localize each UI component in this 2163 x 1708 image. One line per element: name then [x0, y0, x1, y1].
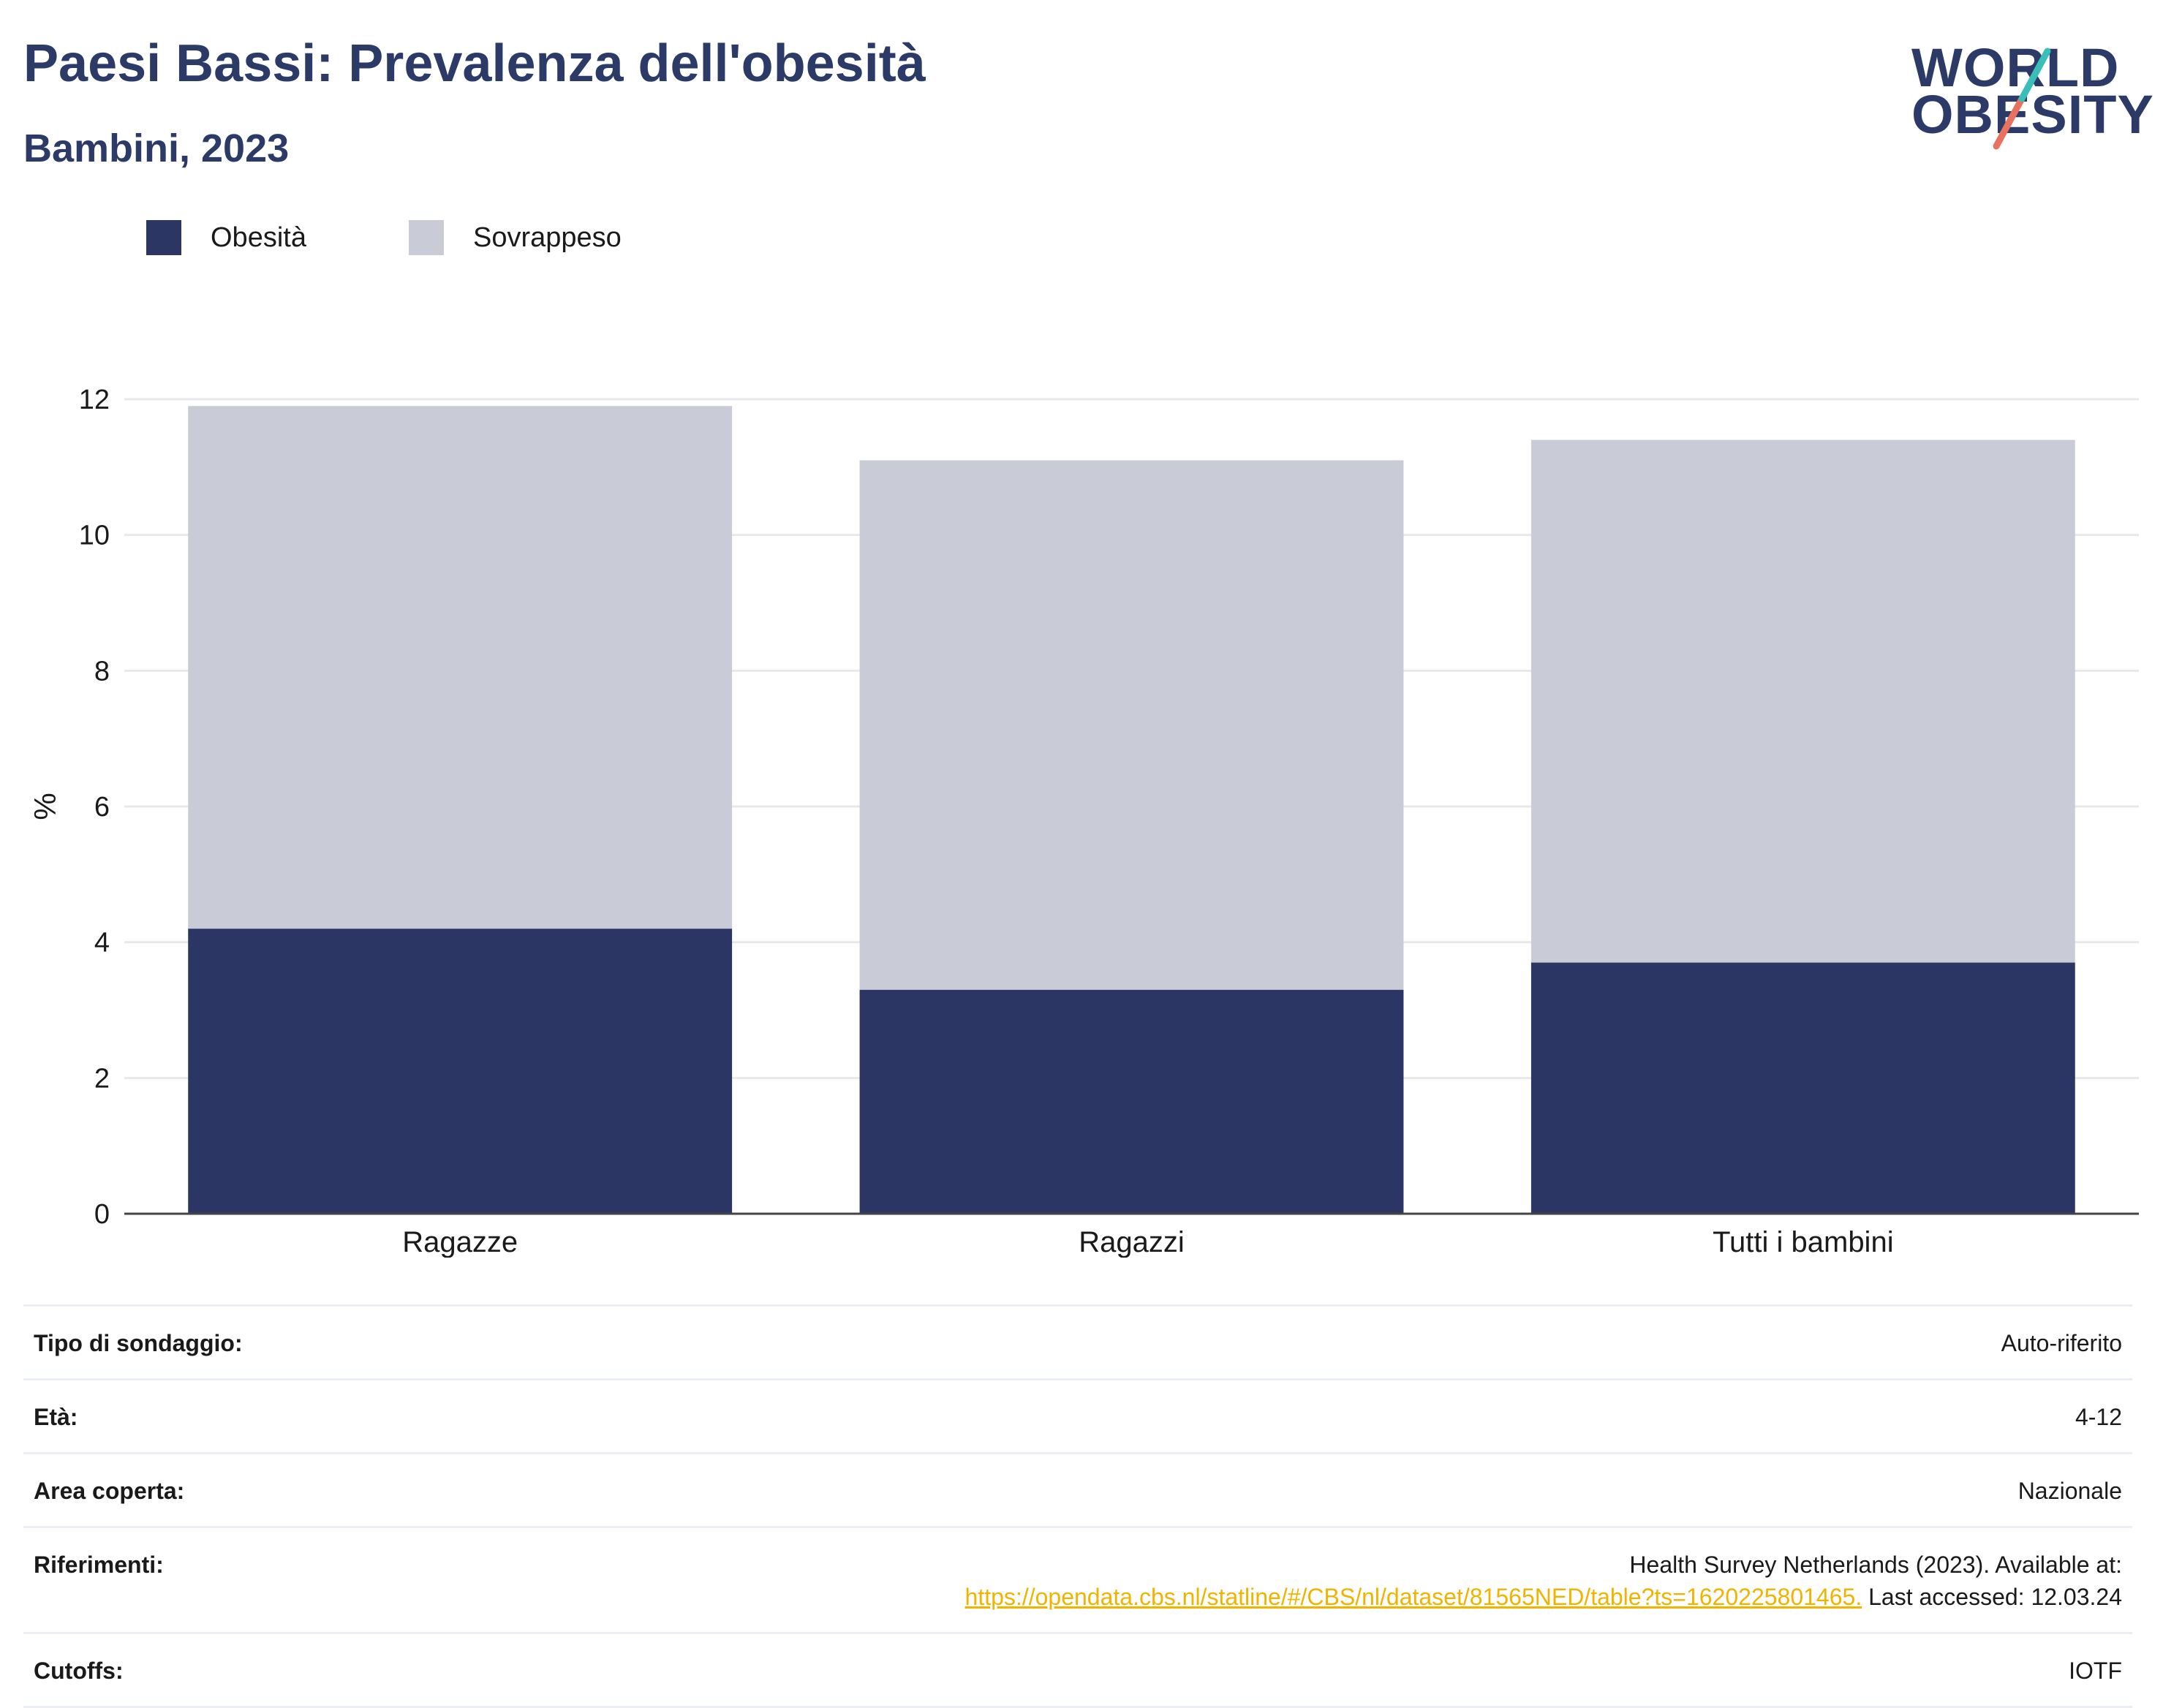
y-tick-label: 10 [79, 521, 110, 551]
meta-key-references: Riferimenti: [34, 1552, 164, 1578]
world-obesity-logo: WORLD OBESITY [1901, 29, 2153, 154]
meta-row-survey-type: Tipo di sondaggio: Auto-riferito [23, 1307, 2132, 1380]
meta-key-cutoffs: Cutoffs: [34, 1658, 124, 1684]
meta-row-age: Età: 4-12 [23, 1380, 2132, 1454]
meta-key-survey-type: Tipo di sondaggio: [34, 1330, 243, 1356]
legend-item-overweight[interactable]: Sovrappeso [408, 220, 622, 255]
reference-last-accessed: Last accessed: 12.03.24 [1862, 1584, 2122, 1610]
meta-key-age: Età: [34, 1404, 78, 1430]
meta-row-cutoffs: Cutoffs: IOTF [23, 1634, 2132, 1708]
x-tick-label: Ragazze [402, 1226, 518, 1258]
y-tick-label: 6 [94, 792, 110, 823]
reference-link[interactable]: https://opendata.cbs.nl/statline/#/CBS/n… [965, 1584, 1862, 1610]
chart-legend: Obesità Sovrappeso [146, 218, 724, 257]
y-tick-label: 12 [79, 385, 110, 415]
x-tick-label: Ragazzi [1079, 1226, 1185, 1258]
legend-swatch-obesity [146, 220, 181, 255]
meta-row-area: Area coperta: Nazionale [23, 1454, 2132, 1528]
meta-value-cutoffs: IOTF [2069, 1658, 2122, 1684]
meta-value-references: Health Survey Netherlands (2023). Availa… [965, 1549, 2122, 1613]
bar-overweight [1530, 439, 2075, 963]
legend-label-overweight: Sovrappeso [472, 222, 622, 253]
bar-overweight [859, 460, 1404, 990]
meta-key-area: Area coperta: [34, 1478, 185, 1504]
y-tick-label: 4 [94, 928, 110, 959]
y-tick-label: 0 [94, 1199, 110, 1230]
chart-title: Paesi Bassi: Prevalenza dell'obesità [23, 34, 926, 93]
meta-value-age: 4-12 [2075, 1404, 2122, 1430]
chart-subtitle: Bambini, 2023 [23, 126, 290, 170]
logo-line-1: WORLD [1911, 37, 2120, 98]
y-axis-label: % [28, 793, 62, 820]
y-tick-label: 2 [94, 1063, 110, 1094]
x-tick-label: Tutti i bambini [1713, 1226, 1894, 1258]
meta-value-area: Nazionale [2017, 1478, 2122, 1504]
reference-text: Health Survey Netherlands (2023). Availa… [1629, 1552, 2122, 1578]
legend-label-obesity: Obesità [211, 222, 306, 253]
bar-overweight [188, 406, 733, 929]
y-tick-label: 8 [94, 656, 110, 687]
meta-value-survey-type: Auto-riferito [2001, 1330, 2122, 1356]
legend-item-obesity[interactable]: Obesità [146, 220, 306, 255]
legend-swatch-overweight [408, 220, 444, 255]
logo-slash-icon [1993, 48, 2051, 150]
stacked-bar-chart: 0 2 4 6 8 10 12% Ragazze Ragazzi Tutti i bambini [28, 385, 2139, 1258]
bar-obesity [859, 989, 1404, 1214]
bar-obesity [188, 929, 733, 1214]
bar-obesity [1530, 962, 2075, 1214]
survey-info-table: Tipo di sondaggio: Auto-riferito Età: 4-… [23, 1304, 2132, 1708]
logo-line-2: OBESITY [1911, 84, 2154, 145]
meta-row-references: Riferimenti: Health Survey Netherlands (… [23, 1528, 2132, 1634]
